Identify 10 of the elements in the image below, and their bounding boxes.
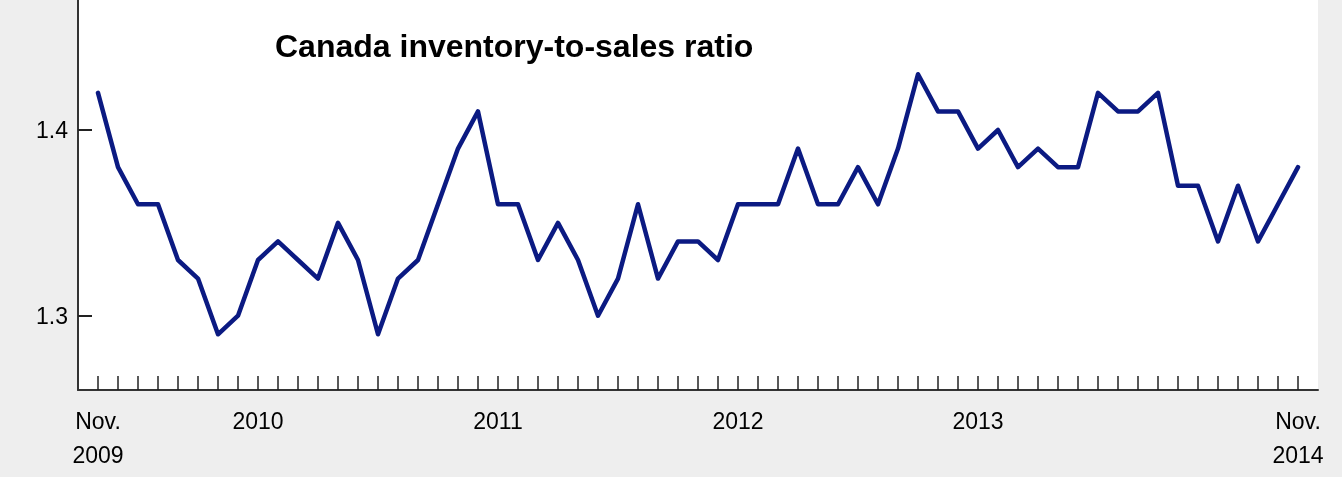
x-tick-label: 2010 — [232, 408, 284, 434]
line-series — [95, 72, 1301, 337]
x-tick-label: 2011 — [473, 408, 523, 434]
y-tick-label: 1.3 — [36, 302, 68, 329]
x-tick-label: Nov. 2009 — [72, 408, 124, 468]
x-tick-label: 2013 — [952, 408, 1004, 434]
x-tick-label: Nov. 2014 — [1272, 408, 1324, 468]
text: Canada inventory-to-sales ratio — [275, 28, 754, 64]
y-tick-label: 1.4 — [36, 117, 69, 143]
x-tick-label: 2012 — [712, 408, 764, 434]
